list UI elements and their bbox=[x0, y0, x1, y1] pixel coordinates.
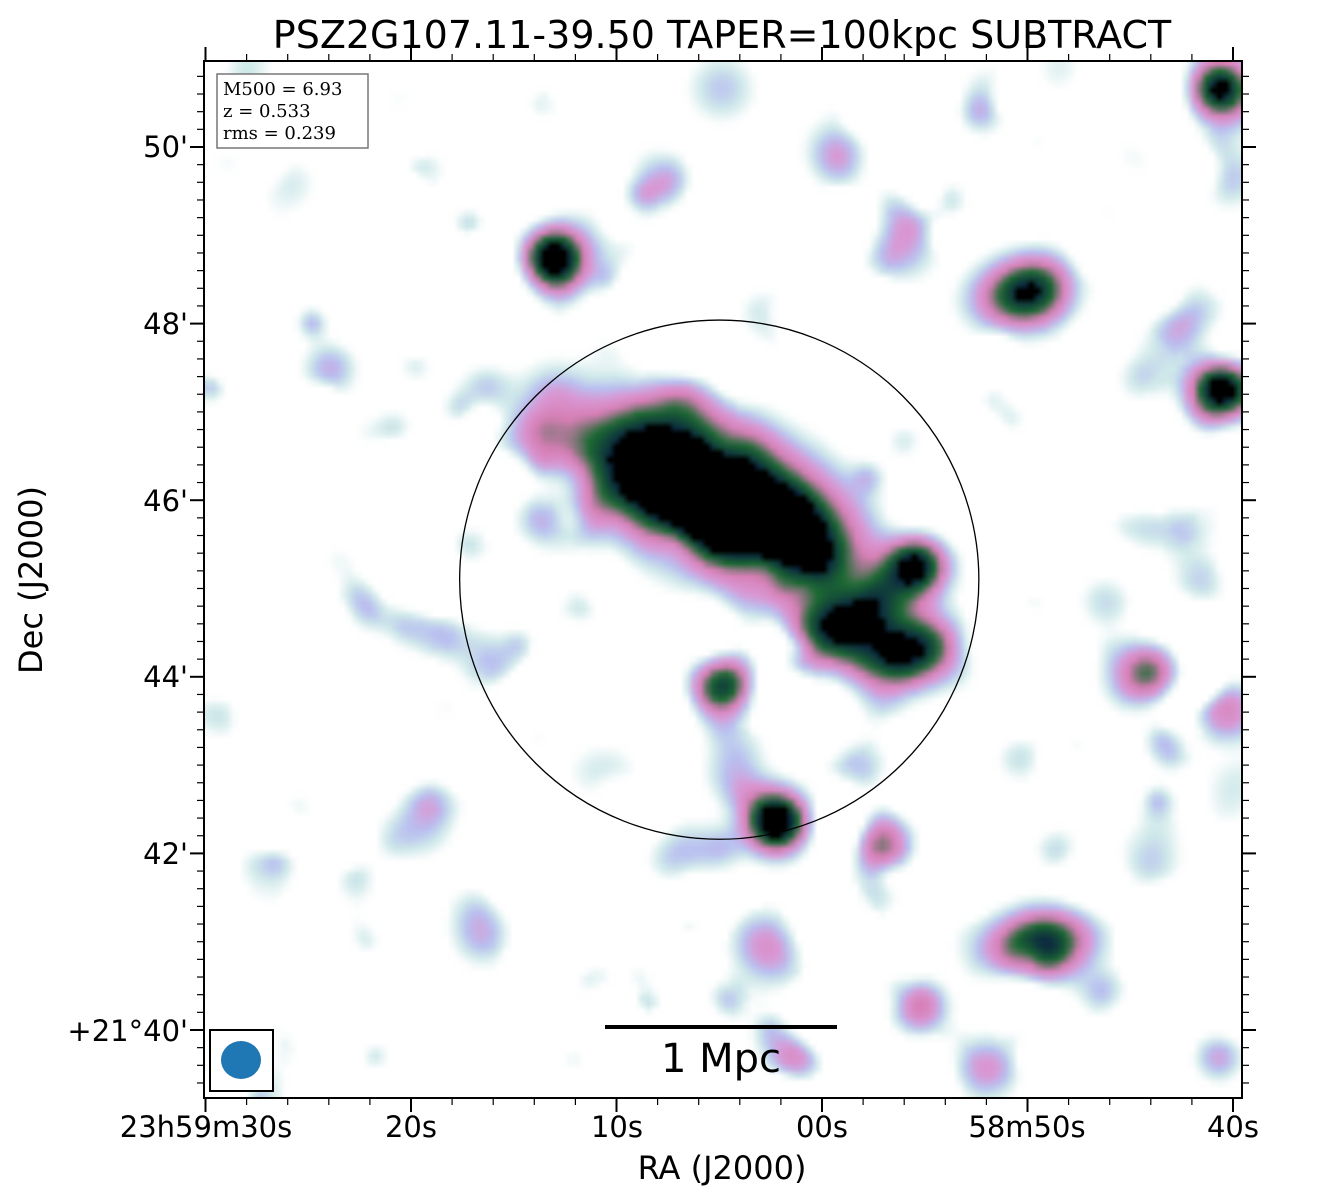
y-axis-label: Dec (J2000) bbox=[12, 486, 50, 674]
beam-indicator bbox=[209, 1029, 274, 1092]
y-tick-label: 44' bbox=[143, 660, 188, 694]
radio-map-image bbox=[204, 61, 1242, 1098]
y-tick-labels: +21°40' 42' 44' 46' 48' 50' bbox=[67, 130, 188, 1048]
x-tick-label: 20s bbox=[385, 1110, 437, 1144]
x-tick-label: 23h59m30s bbox=[120, 1110, 292, 1144]
scale-bar-label: 1 Mpc bbox=[661, 1036, 781, 1082]
plot-frame bbox=[203, 60, 1243, 1099]
y-tick-label: +21°40' bbox=[67, 1014, 188, 1048]
info-rms: rms = 0.239 bbox=[223, 123, 336, 144]
chart-title: PSZ2G107.11-39.50 TAPER=100kpc SUBTRACT bbox=[273, 13, 1172, 57]
x-axis-label: RA (J2000) bbox=[638, 1149, 807, 1187]
tick-marks bbox=[190, 47, 1256, 1112]
y-tick-label: 48' bbox=[143, 307, 188, 341]
x-tick-labels: 23h59m30s 20s 10s 00s 58m50s 40s bbox=[120, 1110, 1259, 1144]
info-mass: M500 = 6.93 bbox=[223, 79, 342, 100]
scale-bar: 1 Mpc bbox=[605, 1025, 837, 1082]
x-tick-label: 58m50s bbox=[968, 1110, 1085, 1144]
info-box: M500 = 6.93 z = 0.533 rms = 0.239 bbox=[216, 73, 369, 149]
x-tick-label: 10s bbox=[591, 1110, 643, 1144]
beam-ellipse bbox=[221, 1041, 261, 1079]
info-box-frame bbox=[216, 73, 369, 149]
x-tick-label: 00s bbox=[796, 1110, 848, 1144]
r500-circle bbox=[458, 319, 980, 840]
y-tick-label: 50' bbox=[143, 130, 188, 164]
x-tick-label: 40s bbox=[1207, 1110, 1259, 1144]
y-tick-label: 46' bbox=[143, 484, 188, 518]
info-redshift: z = 0.533 bbox=[223, 101, 311, 122]
y-tick-label: 42' bbox=[143, 837, 188, 871]
